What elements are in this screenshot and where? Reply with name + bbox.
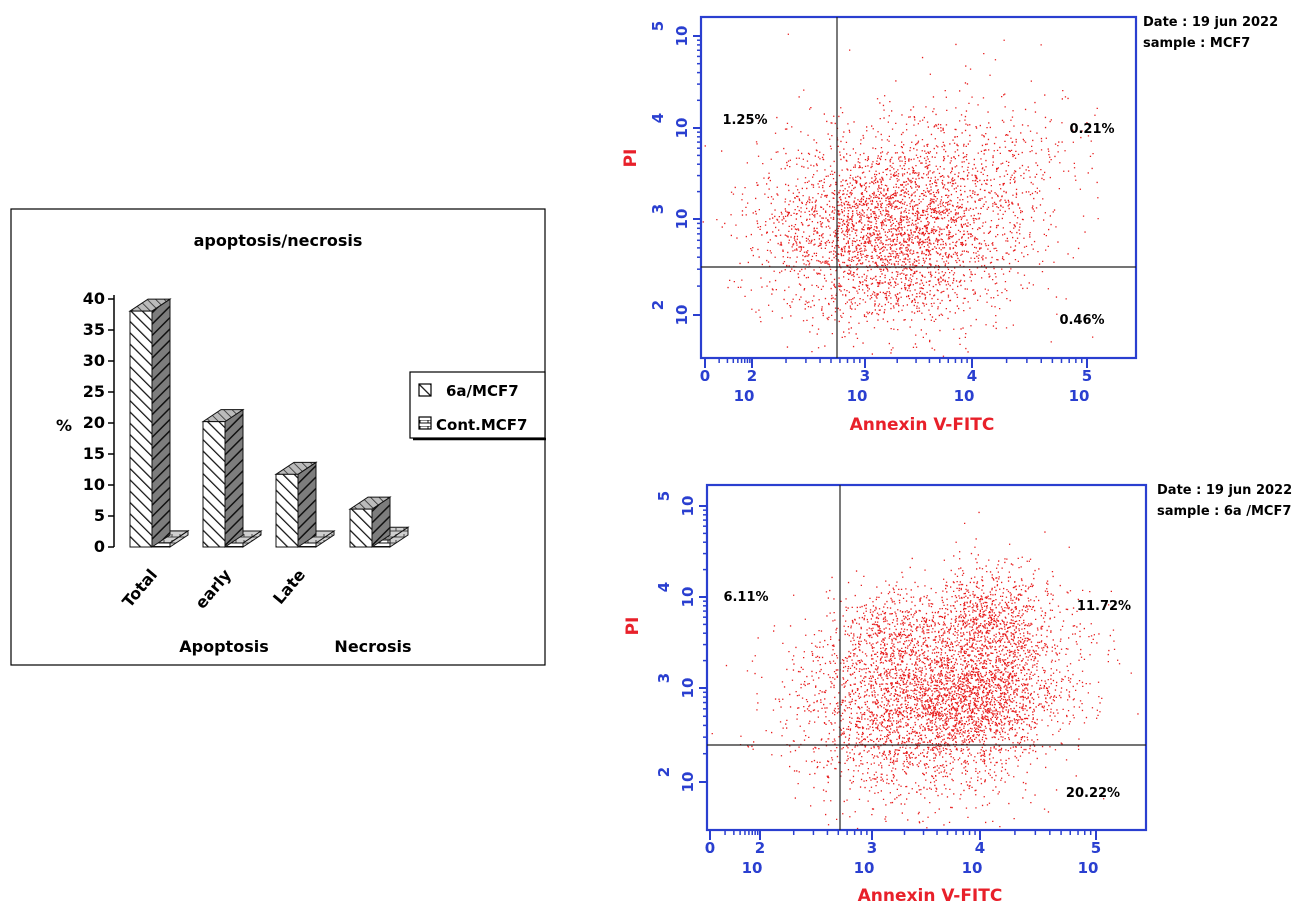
bar-y-tick-20: 20 [83, 413, 105, 432]
x-tick-exponent: 4 [975, 839, 985, 857]
x-tick-base: 10 [1069, 387, 1090, 405]
y-tick-exponent: 5 [649, 21, 667, 31]
flow-plot-control: 0 10 2 10 3 10 4 10 5 10 2 10 3 10 4 10 5 Annexin V-FIT… [621, 15, 1278, 435]
y-tick-base: 10 [679, 587, 697, 608]
bar-y-tick-5: 5 [94, 506, 105, 525]
bar-chart-y-label: % [56, 416, 72, 435]
bar-y-tick-40: 40 [83, 289, 105, 308]
legend-label-control: Cont.MCF7 [436, 416, 527, 434]
quadrant-ur-control: 0.21% [1069, 122, 1114, 137]
x-tick-exponent: 4 [967, 367, 977, 385]
quadrant-ul-treated: 6.11% [723, 590, 768, 605]
y-tick-exponent: 2 [649, 300, 667, 310]
legend-label-6a: 6a/MCF7 [446, 382, 519, 400]
bar-6a-3 [348, 496, 392, 548]
flow-plot-treated: 0 10 2 10 3 10 4 10 5 10 2 10 3 10 4 10 5 Annexin V-FIT… [623, 483, 1292, 906]
bar-bars [128, 298, 410, 548]
flow-plot-treated-y-label: PI [623, 617, 643, 636]
bar-6a-1 [201, 408, 245, 548]
quadrant-lr-control: 0.46% [1059, 313, 1104, 328]
flow-plot-treated-frame [705, 483, 1148, 832]
legend-swatch-control [418, 416, 432, 430]
y-tick-base: 10 [673, 305, 691, 326]
y-tick-exponent: 4 [655, 582, 673, 592]
quadrant-ur-treated: 11.72% [1077, 599, 1131, 614]
quadrant-ul-control: 1.25% [722, 113, 767, 128]
flow-plot-control-dots [702, 33, 1099, 357]
legend-swatch-6a [418, 383, 432, 397]
flow-plot-control-y-ticks: 10 2 10 3 10 4 10 5 [649, 21, 701, 326]
x-tick-base: 10 [734, 387, 755, 405]
x-tick-base: 10 [742, 859, 763, 877]
flow-plot-treated-y-ticks: 10 2 10 3 10 4 10 5 [655, 491, 707, 793]
y-tick-exponent: 3 [655, 673, 673, 683]
x-tick-base: 10 [1078, 859, 1099, 877]
x-tick-base: 10 [847, 387, 868, 405]
legend-box [409, 371, 546, 439]
bar-y-tick-35: 35 [83, 320, 105, 339]
flow-plot-treated-x-ticks: 0 10 2 10 3 10 4 10 5 [705, 830, 1101, 877]
flow-plot-control-date: Date : 19 jun 2022 [1143, 15, 1278, 30]
y-tick-base: 10 [673, 118, 691, 139]
flow-plot-control-sample: sample : MCF7 [1143, 36, 1250, 51]
flow-plot-control-x-ticks: 0 10 2 10 3 10 4 10 5 [700, 358, 1092, 405]
y-tick-exponent: 2 [655, 767, 673, 777]
y-tick-base: 10 [679, 678, 697, 699]
y-tick-base: 10 [673, 26, 691, 47]
x-tick-exponent: 3 [867, 839, 877, 857]
bar-6a-2 [274, 461, 318, 548]
y-tick-exponent: 3 [649, 204, 667, 214]
bar-y-tick-25: 25 [83, 382, 105, 401]
flow-plot-treated-date: Date : 19 jun 2022 [1157, 483, 1292, 498]
bar-y-tick-15: 15 [83, 444, 105, 463]
flow-plot-control-frame [699, 15, 1138, 360]
y-tick-exponent: 5 [655, 491, 673, 501]
group-label-apoptosis: Apoptosis [179, 637, 268, 656]
bar-y-ticks: 0 5 10 15 20 25 30 35 40 [83, 289, 115, 556]
bar-legend: 6a/MCF7 Cont.MCF7 [409, 371, 546, 441]
bar-y-tick-10: 10 [83, 475, 105, 494]
flow-plot-treated-x-label: Annexin V-FITC [858, 886, 1003, 906]
bar-y-tick-0: 0 [94, 537, 105, 556]
bar-y-tick-30: 30 [83, 351, 105, 370]
y-tick-base: 10 [679, 772, 697, 793]
bar-6a-0 [128, 298, 172, 548]
y-tick-base: 10 [679, 496, 697, 517]
flow-plot-treated-dots [711, 511, 1139, 830]
bar-chart-title: apoptosis/necrosis [194, 231, 363, 250]
x-tick-exponent: 5 [1082, 367, 1092, 385]
x-tick-base: 10 [962, 859, 983, 877]
y-tick-base: 10 [673, 209, 691, 230]
flow1-event-dots [702, 33, 1099, 357]
flow-plot-treated-sample: sample : 6a /MCF7 [1157, 504, 1291, 519]
group-label-necrosis: Necrosis [334, 637, 411, 656]
x-tick-exponent: 2 [755, 839, 765, 857]
quadrant-lr-treated: 20.22% [1066, 786, 1120, 801]
x-tick-exponent: 0 [705, 839, 715, 857]
x-tick-exponent: 2 [747, 367, 757, 385]
flow-plot-control-x-label: Annexin V-FITC [850, 415, 995, 435]
x-tick-base: 10 [954, 387, 975, 405]
x-tick-exponent: 3 [860, 367, 870, 385]
x-tick-exponent: 0 [700, 367, 710, 385]
flow2-event-dots [711, 511, 1139, 830]
flow-plot-control-y-label: PI [621, 149, 641, 168]
x-tick-base: 10 [854, 859, 875, 877]
x-tick-exponent: 5 [1091, 839, 1101, 857]
y-tick-exponent: 4 [649, 113, 667, 123]
